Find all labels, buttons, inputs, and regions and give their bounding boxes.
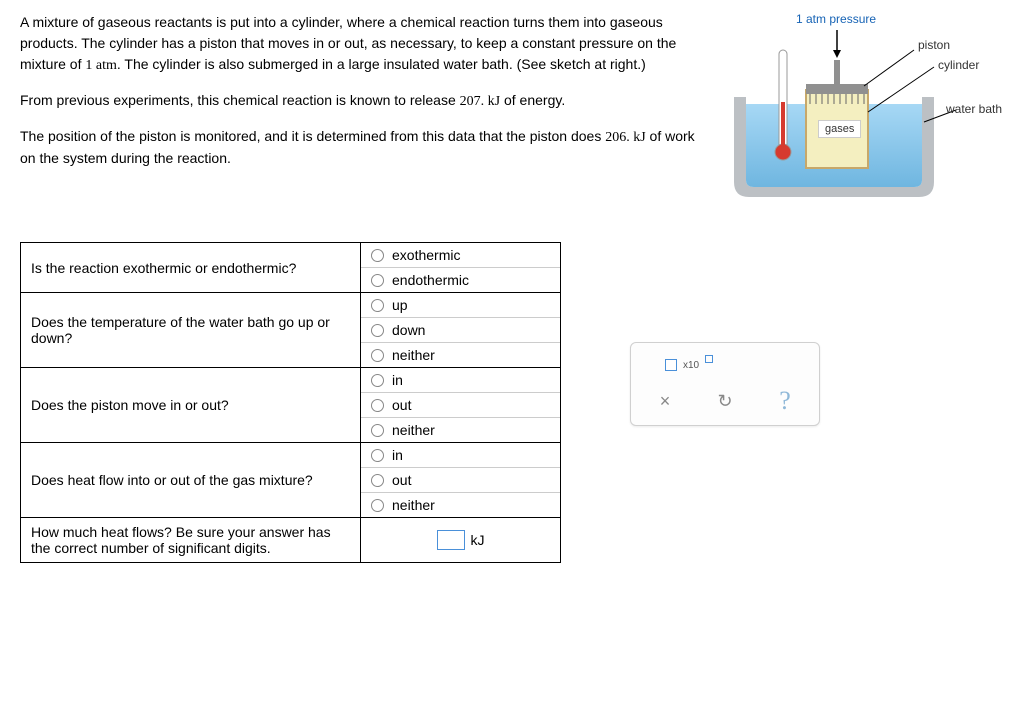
radio-icon — [371, 349, 384, 362]
q2-opt-down[interactable]: down — [361, 318, 560, 343]
q5-answers: kJ — [361, 518, 561, 563]
opt-label: up — [392, 297, 408, 313]
q1-text: Is the reaction exothermic or endothermi… — [21, 243, 361, 293]
opt-label: neither — [392, 347, 435, 363]
tool-panel: x10 × ↻ ? — [630, 342, 820, 426]
q3-opt-out[interactable]: out — [361, 393, 560, 418]
x10-label: x10 — [683, 360, 699, 371]
work-value: 206. kJ — [605, 130, 645, 145]
close-button[interactable]: × — [653, 389, 677, 413]
waterbath-label: water bath — [946, 102, 1002, 116]
opt-label: in — [392, 447, 403, 463]
q5-text: How much heat flows? Be sure your answer… — [21, 518, 361, 563]
piston-shape — [806, 84, 868, 94]
q1-answers: exothermic endothermic — [361, 243, 561, 293]
radio-icon — [371, 474, 384, 487]
opt-label: neither — [392, 422, 435, 438]
energy-value: 207. kJ — [460, 94, 500, 109]
opt-label: endothermic — [392, 272, 469, 288]
radio-icon — [371, 274, 384, 287]
piston-rod — [834, 60, 840, 84]
radio-icon — [371, 324, 384, 337]
opt-label: down — [392, 322, 425, 338]
q3-text: Does the piston move in or out? — [21, 368, 361, 443]
thermo-mercury — [781, 102, 785, 152]
exponent-box[interactable] — [705, 355, 713, 363]
radio-icon — [371, 374, 384, 387]
radio-icon — [371, 449, 384, 462]
reset-button[interactable]: ↻ — [713, 389, 737, 413]
problem-text: A mixture of gaseous reactants is put in… — [20, 12, 704, 212]
heat-unit: kJ — [471, 532, 485, 548]
radio-icon — [371, 499, 384, 512]
q1-opt-endothermic[interactable]: endothermic — [361, 268, 560, 292]
radio-icon — [371, 424, 384, 437]
q4-opt-neither[interactable]: neither — [361, 493, 560, 517]
one-atm: 1 atm — [85, 58, 117, 73]
q2-opt-up[interactable]: up — [361, 293, 560, 318]
q1-opt-exothermic[interactable]: exothermic — [361, 243, 560, 268]
q4-text: Does heat flow into or out of the gas mi… — [21, 443, 361, 518]
question-table: Is the reaction exothermic or endothermi… — [20, 242, 561, 563]
q2-answers: up down neither — [361, 293, 561, 368]
opt-label: out — [392, 397, 411, 413]
radio-icon — [371, 249, 384, 262]
q3-opt-neither[interactable]: neither — [361, 418, 560, 442]
opt-label: exothermic — [392, 247, 460, 263]
para1b: . The cylinder is also submerged in a la… — [117, 56, 646, 72]
q2-text: Does the temperature of the water bath g… — [21, 293, 361, 368]
q4-opt-out[interactable]: out — [361, 468, 560, 493]
opt-label: out — [392, 472, 411, 488]
help-button[interactable]: ? — [773, 389, 797, 413]
radio-icon — [371, 399, 384, 412]
radio-icon — [371, 299, 384, 312]
q2-opt-neither[interactable]: neither — [361, 343, 560, 367]
sci-notation-checkbox[interactable] — [665, 359, 677, 371]
pressure-arrow-head — [833, 50, 841, 58]
para3a: The position of the piston is monitored,… — [20, 128, 605, 144]
piston-label: piston — [918, 38, 950, 52]
gases-label: gases — [818, 120, 861, 138]
q4-opt-in[interactable]: in — [361, 443, 560, 468]
apparatus-diagram: 1 atm pressure piston cylinder water bat… — [724, 12, 1004, 212]
q3-answers: in out neither — [361, 368, 561, 443]
piston-leader — [864, 50, 914, 86]
cylinder-label: cylinder — [938, 58, 979, 72]
para2b: of energy. — [500, 92, 565, 108]
para2a: From previous experiments, this chemical… — [20, 92, 460, 108]
q4-answers: in out neither — [361, 443, 561, 518]
pressure-label: 1 atm pressure — [796, 12, 876, 26]
q3-opt-in[interactable]: in — [361, 368, 560, 393]
heat-value-input[interactable] — [437, 530, 465, 550]
opt-label: in — [392, 372, 403, 388]
opt-label: neither — [392, 497, 435, 513]
